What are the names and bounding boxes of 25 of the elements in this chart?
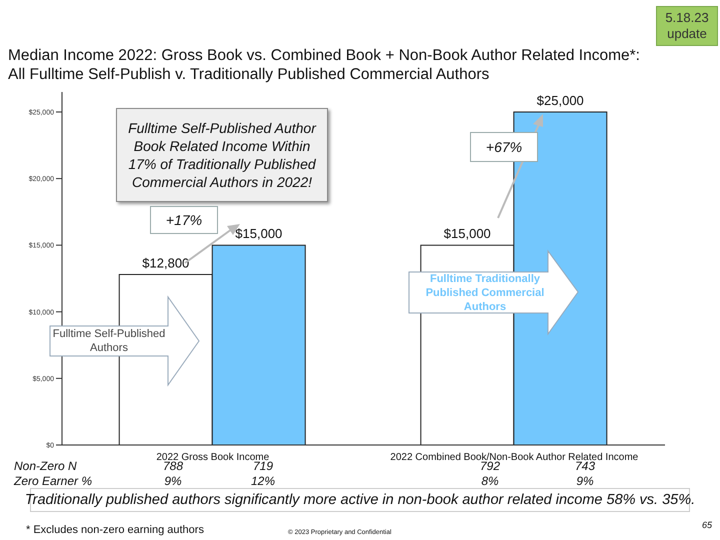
data-label: $15,000 bbox=[235, 226, 282, 242]
text: 788 bbox=[162, 459, 184, 473]
annotation: +67% bbox=[470, 132, 538, 162]
text: * Excludes non-zero earning authors bbox=[26, 524, 204, 536]
text: Non-Zero N bbox=[14, 459, 77, 473]
annotation: +17% bbox=[150, 206, 218, 234]
text: 9% bbox=[575, 474, 595, 488]
text: 5.18.23 update bbox=[656, 6, 718, 46]
text: 9% bbox=[163, 474, 183, 488]
text: 65 bbox=[702, 520, 712, 530]
data-label: $12,800 bbox=[142, 255, 190, 270]
chart-subtitle: All Fulltime Self-Publish v. Traditionally Published Commercial Authors bbox=[8, 65, 490, 84]
data-label: $15,000 bbox=[444, 226, 491, 242]
text: 8% bbox=[480, 474, 500, 488]
text: Zero Earner % bbox=[14, 474, 92, 488]
text: Fulltime Traditionally Published Commercial Authors bbox=[424, 272, 546, 313]
text: Traditionally published authors significantly more active in non-book author related income 58% vs. 35%. bbox=[24, 491, 696, 510]
text: 719 bbox=[252, 459, 274, 473]
series-label: Fulltime Self-Published Authors bbox=[52, 327, 166, 356]
annotation: Fulltime Self-Published Author Book Related Income Within 17% of Traditionally Published Commercial Authors in 2022! bbox=[116, 108, 328, 202]
data-label: $25,000 bbox=[536, 92, 584, 108]
chart-title: Median Income 2022: Gross Book vs. Combined Book + Non-Book Author Related Income*: bbox=[8, 46, 640, 65]
text: 743 bbox=[574, 459, 596, 473]
text: 12% bbox=[250, 474, 276, 488]
text: 792 bbox=[480, 459, 500, 473]
